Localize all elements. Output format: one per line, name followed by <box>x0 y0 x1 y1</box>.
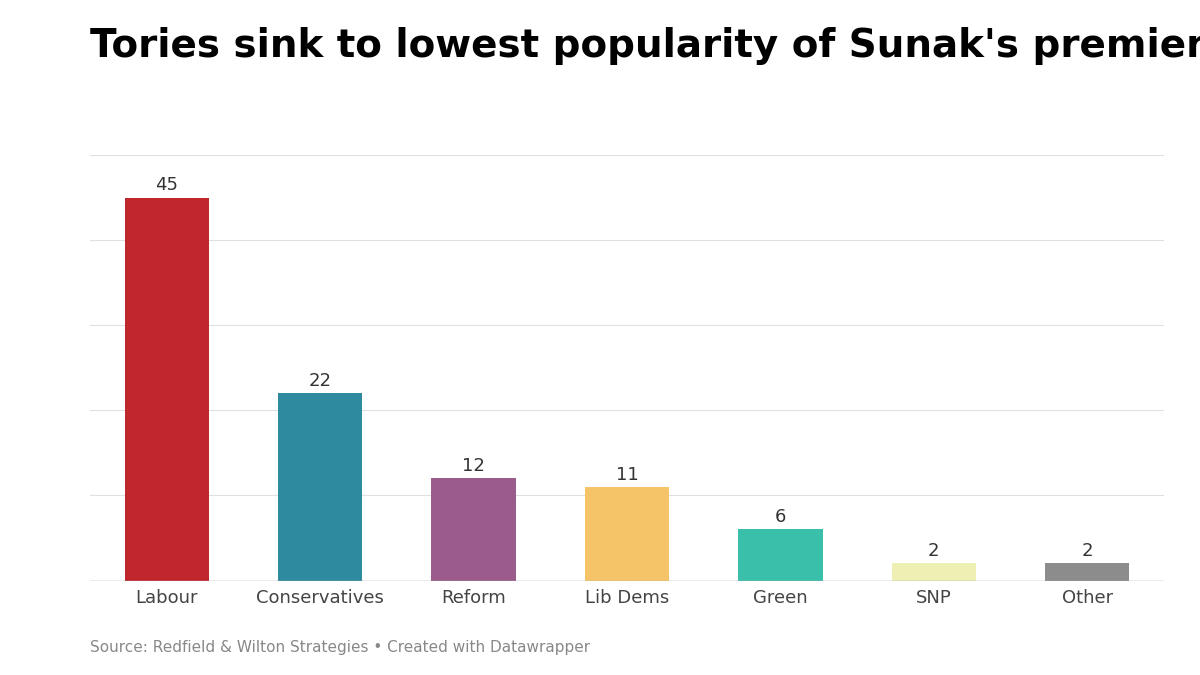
Text: 6: 6 <box>775 508 786 526</box>
Bar <box>584 487 670 580</box>
Text: Source: Redfield & Wilton Strategies • Created with Datawrapper: Source: Redfield & Wilton Strategies • C… <box>90 640 590 655</box>
Text: 2: 2 <box>1081 542 1093 560</box>
Text: 11: 11 <box>616 466 638 483</box>
Text: 22: 22 <box>308 372 331 390</box>
Bar <box>738 529 823 580</box>
Bar <box>892 564 976 580</box>
Bar <box>1045 564 1129 580</box>
Text: 2: 2 <box>928 542 940 560</box>
Bar <box>125 198 209 580</box>
Text: Tories sink to lowest popularity of Sunak's premiership: Tories sink to lowest popularity of Suna… <box>90 27 1200 65</box>
Bar <box>278 394 362 580</box>
Bar <box>431 479 516 580</box>
Text: 45: 45 <box>155 176 179 194</box>
Text: 12: 12 <box>462 457 485 475</box>
